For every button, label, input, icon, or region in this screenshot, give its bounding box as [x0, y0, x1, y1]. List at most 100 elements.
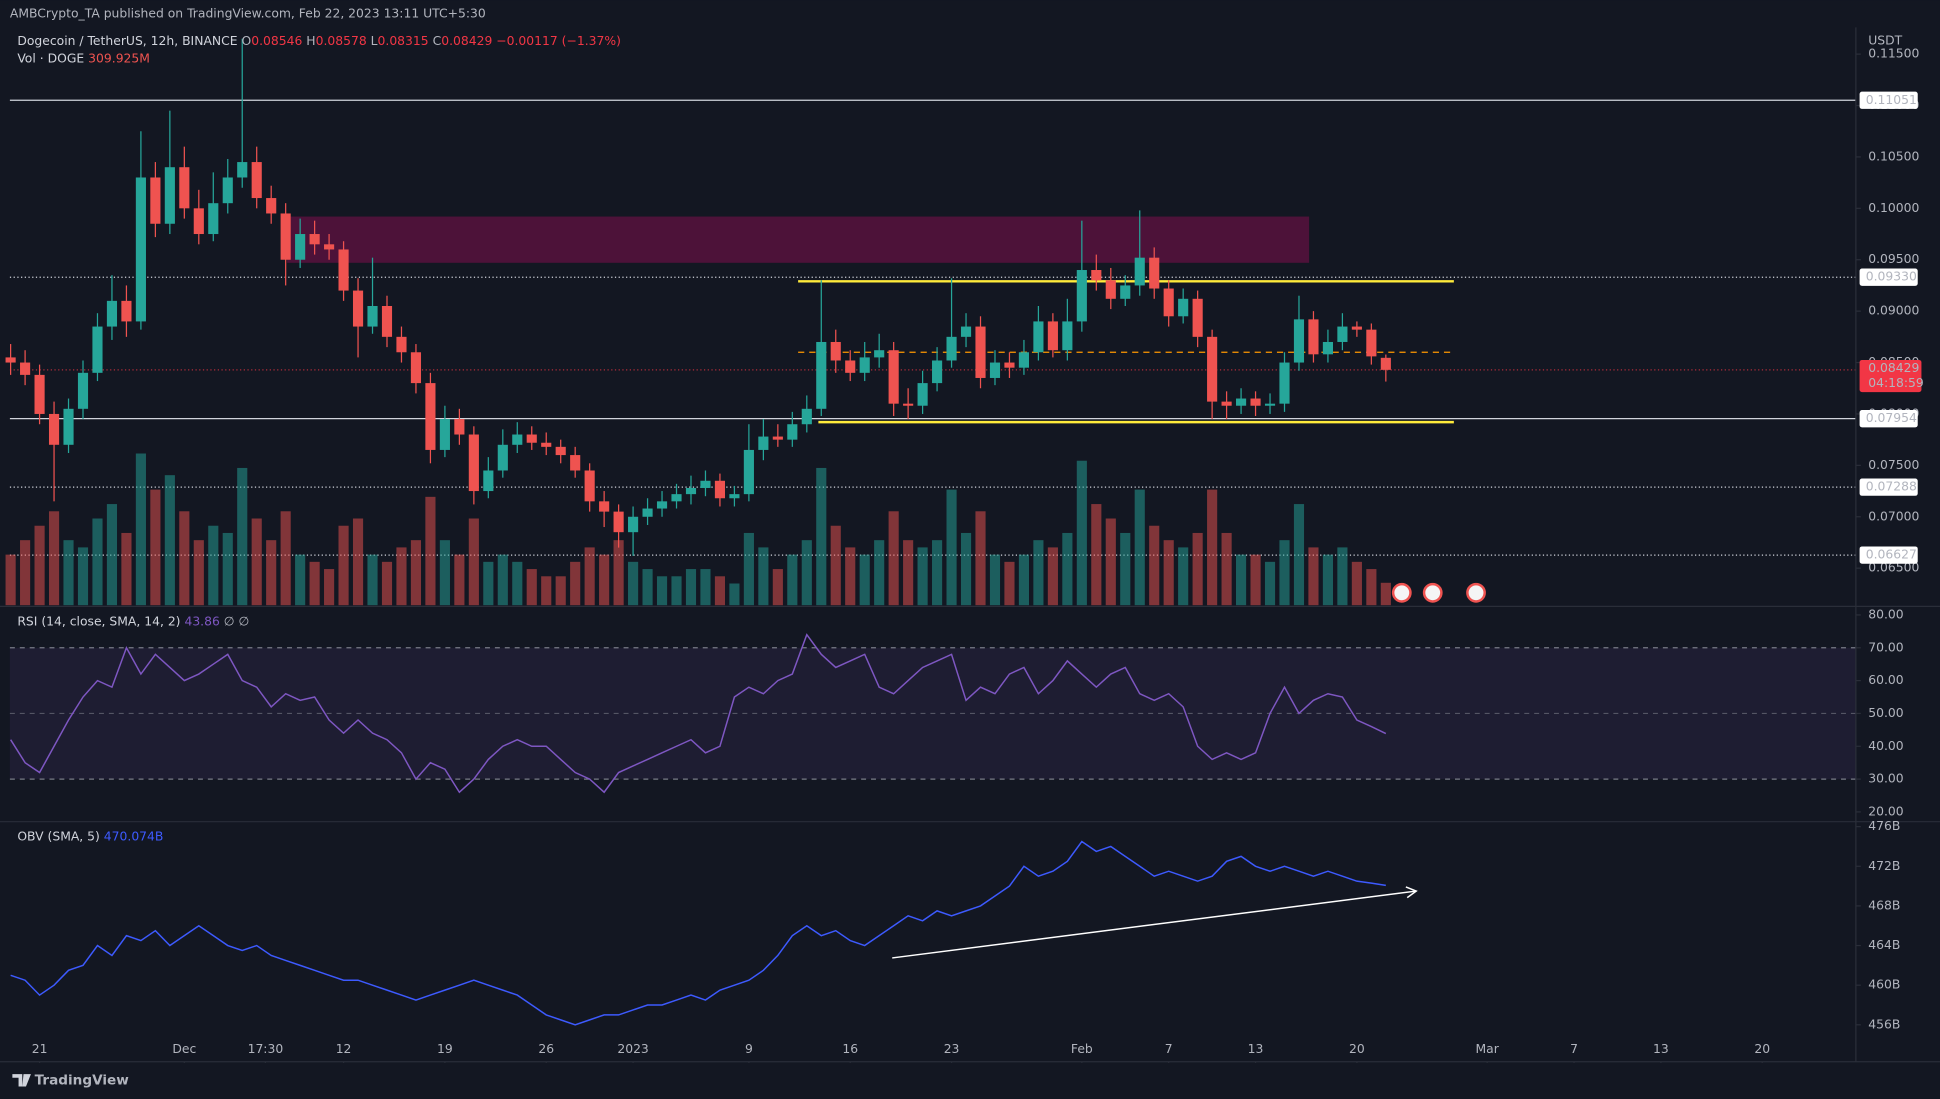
candle-body: [671, 494, 682, 502]
volume-bar: [932, 540, 943, 606]
candle-body: [439, 419, 450, 450]
obv-title: OBV (SMA, 5): [17, 829, 100, 843]
candle-body: [150, 177, 161, 224]
candle-body: [1149, 257, 1160, 289]
volume-bar: [1047, 547, 1058, 606]
volume-bar: [685, 569, 697, 606]
candle-body: [743, 449, 754, 495]
candle-body: [859, 357, 870, 373]
candle-body: [570, 455, 581, 471]
candle-body: [77, 372, 89, 409]
volume-bar: [77, 547, 89, 606]
y-tick-label: 0.09500: [1868, 252, 1919, 266]
volume-bar: [280, 511, 291, 606]
x-tick-label: 2023: [617, 1042, 648, 1056]
legend-value: 0.08546: [251, 33, 302, 47]
candle-body: [1163, 288, 1174, 317]
candle-body: [714, 480, 726, 499]
rsi-extra: ∅ ∅: [224, 614, 249, 628]
y-tick-label: 468B: [1868, 898, 1900, 912]
indicator-line: [9, 633, 1387, 794]
candle-body: [946, 336, 957, 361]
volume-bar: [1004, 561, 1015, 606]
volume-bar: [1279, 540, 1290, 606]
x-tick-label: 17:30: [248, 1042, 284, 1056]
y-tick-label: 40.00: [1868, 739, 1904, 753]
volume-bar: [1120, 532, 1131, 606]
volume-bar: [1322, 554, 1333, 606]
volume-bar: [1134, 489, 1145, 606]
candle-body: [34, 374, 45, 414]
x-tick-label: Mar: [1476, 1042, 1500, 1056]
x-tick-label: 16: [842, 1042, 858, 1056]
candle-body: [48, 413, 60, 445]
x-tick-label: 20: [1349, 1042, 1365, 1056]
event-icon[interactable]: [1391, 582, 1412, 603]
candle-body: [729, 494, 740, 499]
volume-bar: [874, 540, 885, 606]
volume-bar: [1033, 540, 1044, 606]
candle-body: [237, 162, 248, 178]
candle-body: [1279, 362, 1290, 404]
candle-body: [352, 290, 364, 327]
candle-body: [1322, 341, 1333, 355]
trend-arrowhead: [1405, 886, 1418, 899]
volume-bar: [700, 569, 711, 606]
y-tick-label: 0.07000: [1868, 509, 1919, 523]
candle-body: [1076, 270, 1087, 322]
countdown-label: 04:18:59: [1868, 376, 1924, 390]
candle-body: [512, 434, 523, 445]
candle-body: [280, 213, 291, 260]
y-tick-label: 60.00: [1868, 673, 1904, 687]
volume-bar: [5, 554, 16, 606]
candle-body: [888, 350, 899, 404]
volume-bar: [512, 561, 523, 606]
drawings-layer: [9, 99, 1856, 780]
candle-body: [208, 203, 219, 235]
volume-bar: [570, 561, 581, 606]
x-tick-label: 7: [1165, 1042, 1173, 1056]
volume-bar: [468, 518, 479, 606]
candle-body: [989, 362, 1001, 378]
volume-bar: [135, 453, 146, 606]
series-layer: [5, 38, 1391, 1026]
symbol-title: Dogecoin / TetherUS, 12h, BINANCE: [17, 33, 237, 47]
y-tick-label: 460B: [1868, 978, 1900, 992]
candle-body: [874, 350, 885, 358]
volume-bar: [1221, 532, 1232, 606]
volume-bar: [989, 554, 1001, 606]
candle-body: [932, 360, 943, 384]
volume-bar: [295, 554, 306, 606]
candle-body: [1047, 321, 1058, 351]
y-tick-label: 464B: [1868, 938, 1900, 952]
candle-body: [599, 501, 610, 512]
candle-body: [193, 208, 204, 235]
level-tag: [1859, 478, 1918, 496]
volume-bar: [1308, 547, 1319, 606]
event-icon[interactable]: [1466, 582, 1486, 603]
volume-bar: [396, 547, 407, 606]
last-price-tag: [1859, 359, 1922, 393]
volume-bar: [816, 467, 827, 606]
legend-value: 0.08578: [316, 33, 367, 47]
volume-bar: [352, 518, 364, 606]
legend-key: H: [306, 33, 315, 47]
x-tick-label: 12: [336, 1042, 352, 1056]
volume-bar: [1163, 540, 1174, 606]
legend-key: O: [242, 33, 252, 47]
event-icon[interactable]: [1422, 582, 1443, 603]
volume-bar: [642, 569, 653, 606]
candle-body: [1018, 352, 1030, 368]
y-tick-label: 70.00: [1868, 640, 1904, 654]
candle-body: [555, 446, 566, 456]
volume-bar: [193, 540, 204, 606]
x-tick-label: 20: [1754, 1042, 1770, 1056]
candle-body: [830, 341, 841, 361]
candle-body: [541, 442, 552, 447]
y-tick-label: 80.00: [1868, 607, 1904, 621]
candle-body: [1134, 257, 1145, 286]
volume-bar: [1076, 460, 1087, 606]
volume-bar: [208, 525, 219, 606]
rsi-title: RSI (14, close, SMA, 14, 2): [17, 614, 180, 628]
